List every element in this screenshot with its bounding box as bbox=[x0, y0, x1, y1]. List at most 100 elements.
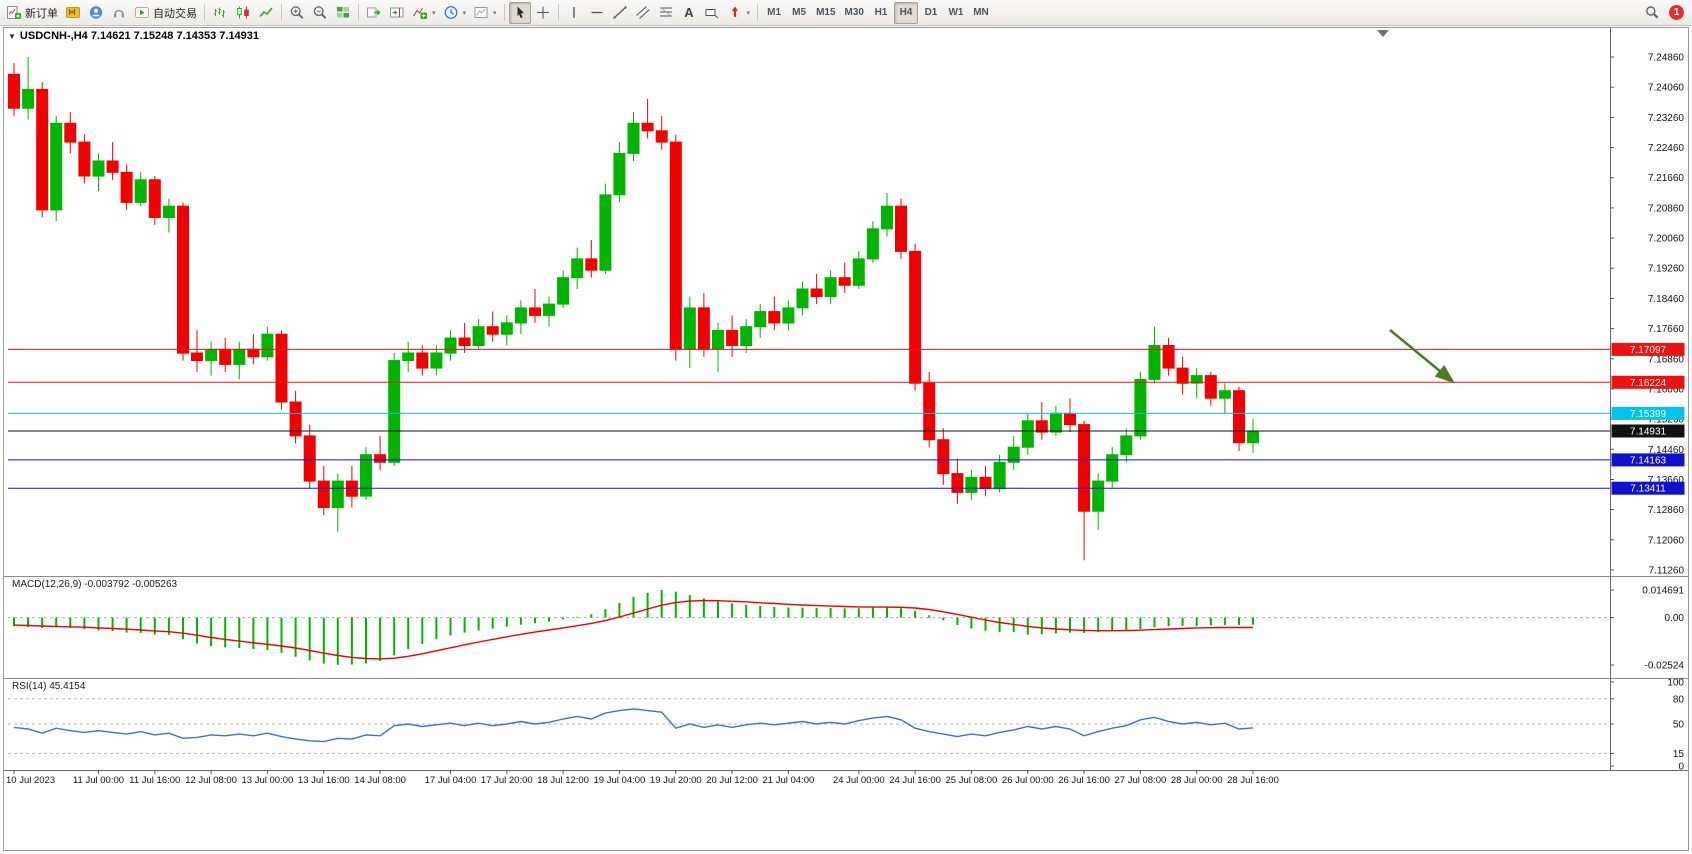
horizontal-line-button[interactable] bbox=[586, 2, 608, 24]
search-button[interactable] bbox=[1641, 2, 1663, 24]
indicators-button[interactable]: ▾ bbox=[409, 2, 439, 24]
channel-button[interactable] bbox=[632, 2, 654, 24]
chart-candles-button[interactable] bbox=[232, 2, 254, 24]
svg-text:7.14931: 7.14931 bbox=[1630, 427, 1667, 438]
price-tag: 7.17097 bbox=[1611, 342, 1685, 356]
rsi-panel: 100 80 50 15 0 bbox=[8, 678, 1684, 773]
chart-title: ▼ USDCNH-,H4 7.14621 7.15248 7.14353 7.1… bbox=[8, 30, 259, 42]
chevron-down-icon: ▾ bbox=[493, 9, 497, 17]
collapse-triangle-icon[interactable]: ▼ bbox=[8, 31, 16, 41]
main-toolbar: 新订单 自动交易 ▾ ▾ ▾ A ▾ M1 M5 M15 M30 H1 H4 D1 W1 MN 1 bbox=[0, 0, 1692, 26]
zoom-out-button[interactable] bbox=[309, 2, 331, 24]
templates-icon bbox=[473, 5, 489, 20]
chart-shift-button[interactable] bbox=[386, 2, 408, 24]
timeframe-d1-button[interactable]: D1 bbox=[919, 2, 943, 24]
price-tag: 7.14931 bbox=[1611, 424, 1685, 438]
toolbar-separator bbox=[358, 4, 359, 21]
timeframe-w1-button[interactable]: W1 bbox=[944, 2, 968, 24]
new-order-button[interactable]: 新订单 bbox=[3, 2, 61, 24]
metaeditor-button[interactable] bbox=[62, 2, 84, 24]
svg-text:0: 0 bbox=[1678, 762, 1684, 773]
macd-signal-line bbox=[13, 599, 1253, 660]
svg-text:13 Jul 00:00: 13 Jul 00:00 bbox=[242, 775, 294, 786]
cursor-icon bbox=[512, 5, 528, 20]
crosshair-button[interactable] bbox=[532, 2, 554, 24]
svg-text:19 Jul 20:00: 19 Jul 20:00 bbox=[650, 775, 702, 786]
svg-text:28 Jul 00:00: 28 Jul 00:00 bbox=[1171, 775, 1223, 786]
fibonacci-button[interactable] bbox=[655, 2, 677, 24]
rsi-line bbox=[13, 708, 1254, 743]
price-tag: 7.13411 bbox=[1611, 481, 1685, 495]
text-button[interactable]: A bbox=[678, 2, 700, 24]
svg-text:7.22460: 7.22460 bbox=[1648, 143, 1685, 154]
svg-text:27 Jul 08:00: 27 Jul 08:00 bbox=[1115, 775, 1167, 786]
indicators-icon bbox=[412, 5, 428, 20]
svg-text:14 Jul 08:00: 14 Jul 08:00 bbox=[354, 775, 406, 786]
svg-text:7.16860: 7.16860 bbox=[1648, 354, 1685, 365]
cursor-button[interactable] bbox=[508, 1, 531, 24]
svg-text:7.21660: 7.21660 bbox=[1648, 173, 1685, 184]
hline-icon bbox=[589, 5, 605, 20]
timeframe-m5-button[interactable]: M5 bbox=[787, 2, 811, 24]
autotrading-button[interactable]: 自动交易 bbox=[131, 2, 200, 24]
svg-text:25 Jul 08:00: 25 Jul 08:00 bbox=[946, 775, 998, 786]
svg-text:7.24060: 7.24060 bbox=[1648, 83, 1685, 94]
timeframe-h4-button[interactable]: H4 bbox=[893, 1, 918, 24]
crosshair-icon bbox=[535, 5, 551, 20]
support-button[interactable] bbox=[108, 2, 130, 24]
candles bbox=[8, 57, 1259, 561]
templates-button[interactable]: ▾ bbox=[470, 2, 500, 24]
chart-bars-button[interactable] bbox=[209, 2, 231, 24]
svg-text:12 Jul 08:00: 12 Jul 08:00 bbox=[185, 775, 237, 786]
trendline-icon bbox=[612, 5, 628, 20]
autotrading-icon bbox=[134, 5, 150, 20]
timeframe-mn-button[interactable]: MN bbox=[969, 2, 993, 24]
chevron-down-icon: ▾ bbox=[432, 9, 436, 17]
macd-panel: 0.014691 0.00 -0.02524 bbox=[8, 586, 1684, 672]
svg-text:7.14460: 7.14460 bbox=[1648, 445, 1685, 456]
text-icon: A bbox=[681, 5, 697, 20]
toolbar-separator bbox=[557, 4, 559, 21]
community-button[interactable] bbox=[85, 2, 107, 24]
svg-text:26 Jul 00:00: 26 Jul 00:00 bbox=[1002, 775, 1054, 786]
toolbar-separator bbox=[204, 4, 205, 21]
vertical-line-button[interactable] bbox=[563, 2, 585, 24]
toolbar-separator bbox=[503, 4, 505, 21]
trendline-button[interactable] bbox=[609, 2, 631, 24]
metaeditor-icon bbox=[65, 5, 81, 20]
periods-button[interactable]: ▾ bbox=[440, 2, 470, 24]
svg-text:7.20860: 7.20860 bbox=[1648, 203, 1685, 214]
svg-text:7.15260: 7.15260 bbox=[1648, 415, 1685, 426]
chart-shift-icon bbox=[389, 5, 405, 20]
zoom-out-icon bbox=[312, 5, 328, 20]
periods-icon bbox=[443, 5, 459, 20]
autotrading-label: 自动交易 bbox=[153, 7, 197, 20]
timeframe-h1-button[interactable]: H1 bbox=[869, 2, 893, 24]
timeframe-m15-button[interactable]: M15 bbox=[812, 2, 839, 24]
timeframe-m30-button[interactable]: M30 bbox=[841, 2, 868, 24]
horizontal-lines[interactable]: 7.17097 7.16224 7.15399 7.14931 7.14163 7.134… bbox=[8, 342, 1685, 495]
shift-marker-icon[interactable] bbox=[1377, 30, 1389, 37]
price-axis: 7.24860 7.24060 7.23260 7.22460 7.21660 7.208… bbox=[1610, 53, 1684, 577]
toolbar-separator bbox=[281, 4, 282, 21]
chart-line-button[interactable] bbox=[255, 2, 277, 24]
chevron-down-icon: ▾ bbox=[462, 9, 467, 17]
chart-window-frame bbox=[3, 27, 1689, 851]
zoom-in-button[interactable] bbox=[286, 2, 308, 24]
arrows-button[interactable]: ▾ bbox=[724, 2, 754, 24]
svg-text:24 Jul 00:00: 24 Jul 00:00 bbox=[833, 775, 885, 786]
svg-text:7.12860: 7.12860 bbox=[1648, 505, 1685, 516]
auto-scroll-button[interactable] bbox=[363, 2, 385, 24]
svg-text:11 Jul 00:00: 11 Jul 00:00 bbox=[73, 775, 124, 786]
chart-bars-icon bbox=[212, 5, 228, 20]
time-axis: 10 Jul 2023 11 Jul 00:00 11 Jul 16:00 12 Ju… bbox=[6, 770, 1279, 786]
notifications-badge[interactable]: 1 bbox=[1669, 5, 1684, 20]
new-order-icon bbox=[6, 5, 22, 20]
svg-text:19 Jul 04:00: 19 Jul 04:00 bbox=[594, 775, 646, 786]
chart-title-text: USDCNH-,H4 7.14621 7.15248 7.14353 7.149… bbox=[19, 30, 260, 42]
annotation-arrow[interactable] bbox=[1389, 329, 1455, 384]
label-button[interactable] bbox=[701, 2, 723, 24]
tile-windows-button[interactable] bbox=[332, 2, 354, 24]
timeframe-m1-button[interactable]: M1 bbox=[762, 2, 786, 24]
